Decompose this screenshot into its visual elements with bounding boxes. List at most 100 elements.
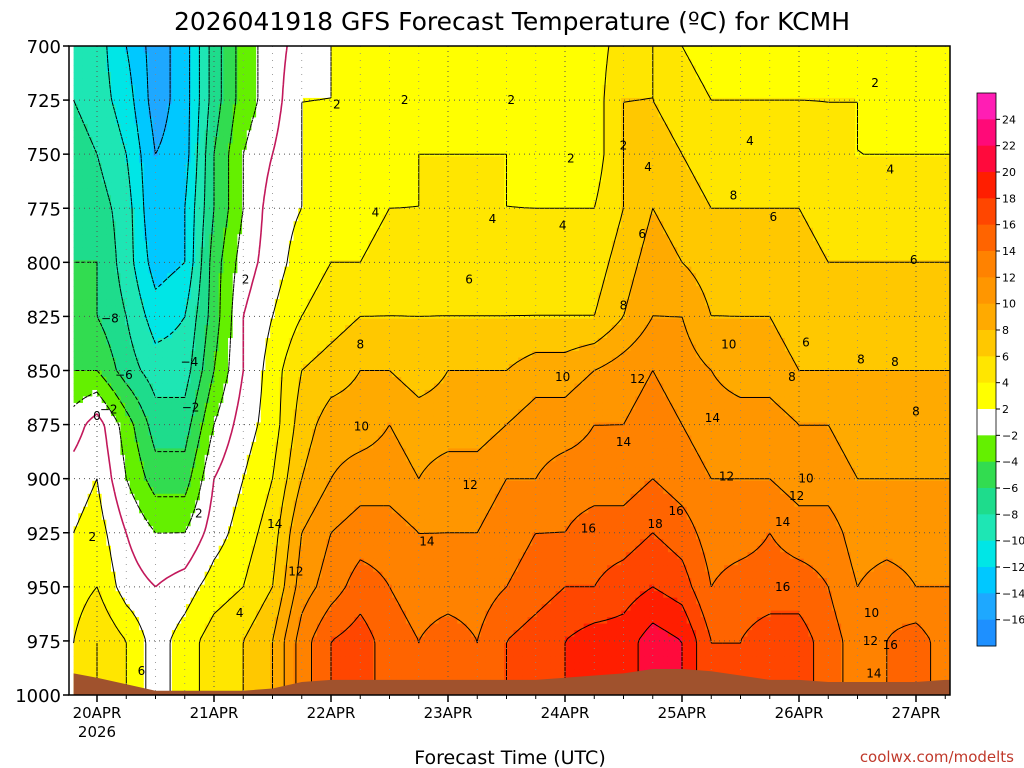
temperature-cell — [284, 669, 290, 677]
temperature-cell — [190, 357, 196, 365]
temperature-cell — [120, 312, 126, 320]
temperature-cell — [153, 240, 159, 248]
temperature-cell — [242, 351, 248, 359]
temperature-cell — [139, 78, 145, 86]
temperature-cell — [111, 195, 117, 203]
temperature-cell — [153, 448, 159, 456]
temperature-cell — [302, 435, 309, 443]
temperature-cell — [214, 513, 220, 521]
temperature-cell — [185, 610, 192, 618]
temperature-cell — [134, 331, 140, 339]
temperature-cell — [120, 604, 126, 612]
temperature-cell — [120, 396, 126, 404]
temperature-cell — [157, 65, 164, 73]
temperature-cell — [97, 539, 103, 547]
temperature-cell — [242, 682, 248, 690]
temperature-cell — [78, 376, 84, 385]
temperature-cell — [265, 604, 271, 612]
temperature-cell — [162, 260, 168, 268]
temperature-cell — [209, 402, 215, 411]
temperature-cell — [302, 467, 309, 475]
temperature-cell — [242, 71, 248, 80]
temperature-cell — [293, 91, 299, 99]
temperature-cell — [101, 169, 107, 177]
temperature-cell — [143, 97, 150, 106]
temperature-cell — [288, 396, 295, 404]
temperature-cell — [181, 279, 187, 287]
temperature-cell — [199, 188, 206, 196]
temperature-cell — [106, 338, 112, 346]
temperature-cell — [139, 662, 145, 670]
temperature-cell — [204, 227, 210, 235]
temperature-cell — [242, 643, 248, 651]
temperature-cell — [284, 344, 290, 352]
temperature-cell — [97, 565, 103, 573]
temperature-cell — [87, 435, 93, 443]
temperature-cell — [209, 292, 215, 300]
temperature-cell — [242, 415, 248, 424]
temperature-cell — [190, 169, 196, 177]
temperature-cell — [181, 675, 187, 683]
temperature-cell — [125, 312, 131, 320]
temperature-cell — [92, 630, 98, 638]
temperature-cell — [288, 558, 295, 566]
temperature-cell — [246, 669, 253, 677]
temperature-cell — [111, 493, 117, 501]
temperature-cell — [185, 65, 192, 73]
temperature-cell — [101, 149, 107, 157]
temperature-cell — [260, 630, 267, 638]
temperature-cell — [97, 415, 103, 424]
temperature-cell — [171, 364, 178, 372]
temperature-cell — [242, 461, 248, 469]
temperature-cell — [115, 669, 121, 677]
temperature-cell — [270, 539, 276, 547]
temperature-cell — [302, 338, 309, 346]
temperature-cell — [185, 338, 192, 346]
temperature-cell — [237, 643, 243, 651]
temperature-cell — [176, 480, 182, 488]
temperature-cell — [265, 487, 271, 495]
temperature-cell — [101, 552, 107, 560]
temperature-cell — [120, 526, 126, 534]
temperature-cell — [162, 383, 168, 391]
temperature-cell — [209, 506, 215, 514]
temperature-cell — [251, 376, 257, 385]
temperature-cell — [199, 526, 206, 534]
temperature-cell — [134, 415, 140, 424]
temperature-cell — [218, 318, 224, 326]
temperature-cell — [228, 234, 234, 242]
temperature-cell — [181, 591, 187, 599]
temperature-cell — [167, 104, 173, 112]
temperature-cell — [204, 273, 210, 281]
temperature-cell — [125, 467, 131, 475]
temperature-cell — [232, 175, 238, 183]
temperature-cell — [270, 201, 276, 209]
temperature-cell — [279, 539, 285, 547]
temperature-cell — [279, 286, 285, 294]
temperature-cell — [223, 571, 229, 579]
temperature-cell — [199, 305, 206, 313]
temperature-cell — [279, 234, 285, 242]
temperature-cell — [242, 130, 248, 138]
temperature-cell — [298, 513, 304, 521]
temperature-cell — [78, 46, 84, 54]
temperature-cell — [153, 591, 159, 599]
temperature-cell — [256, 571, 262, 579]
temperature-cell — [204, 364, 210, 372]
temperature-cell — [274, 610, 281, 618]
temperature-cell — [214, 117, 220, 125]
temperature-cell — [284, 584, 290, 592]
temperature-cell — [209, 415, 215, 424]
temperature-cell — [190, 286, 196, 294]
temperature-cell — [73, 364, 79, 372]
temperature-cell — [293, 389, 299, 398]
temperature-cell — [256, 448, 262, 456]
temperature-cell — [223, 454, 229, 462]
temperature-cell — [232, 162, 238, 170]
temperature-cell — [181, 78, 187, 86]
temperature-cell — [73, 396, 79, 404]
temperature-cell — [185, 675, 192, 683]
temperature-cell — [111, 305, 117, 313]
temperature-cell — [265, 571, 271, 579]
temperature-cell — [176, 376, 182, 385]
